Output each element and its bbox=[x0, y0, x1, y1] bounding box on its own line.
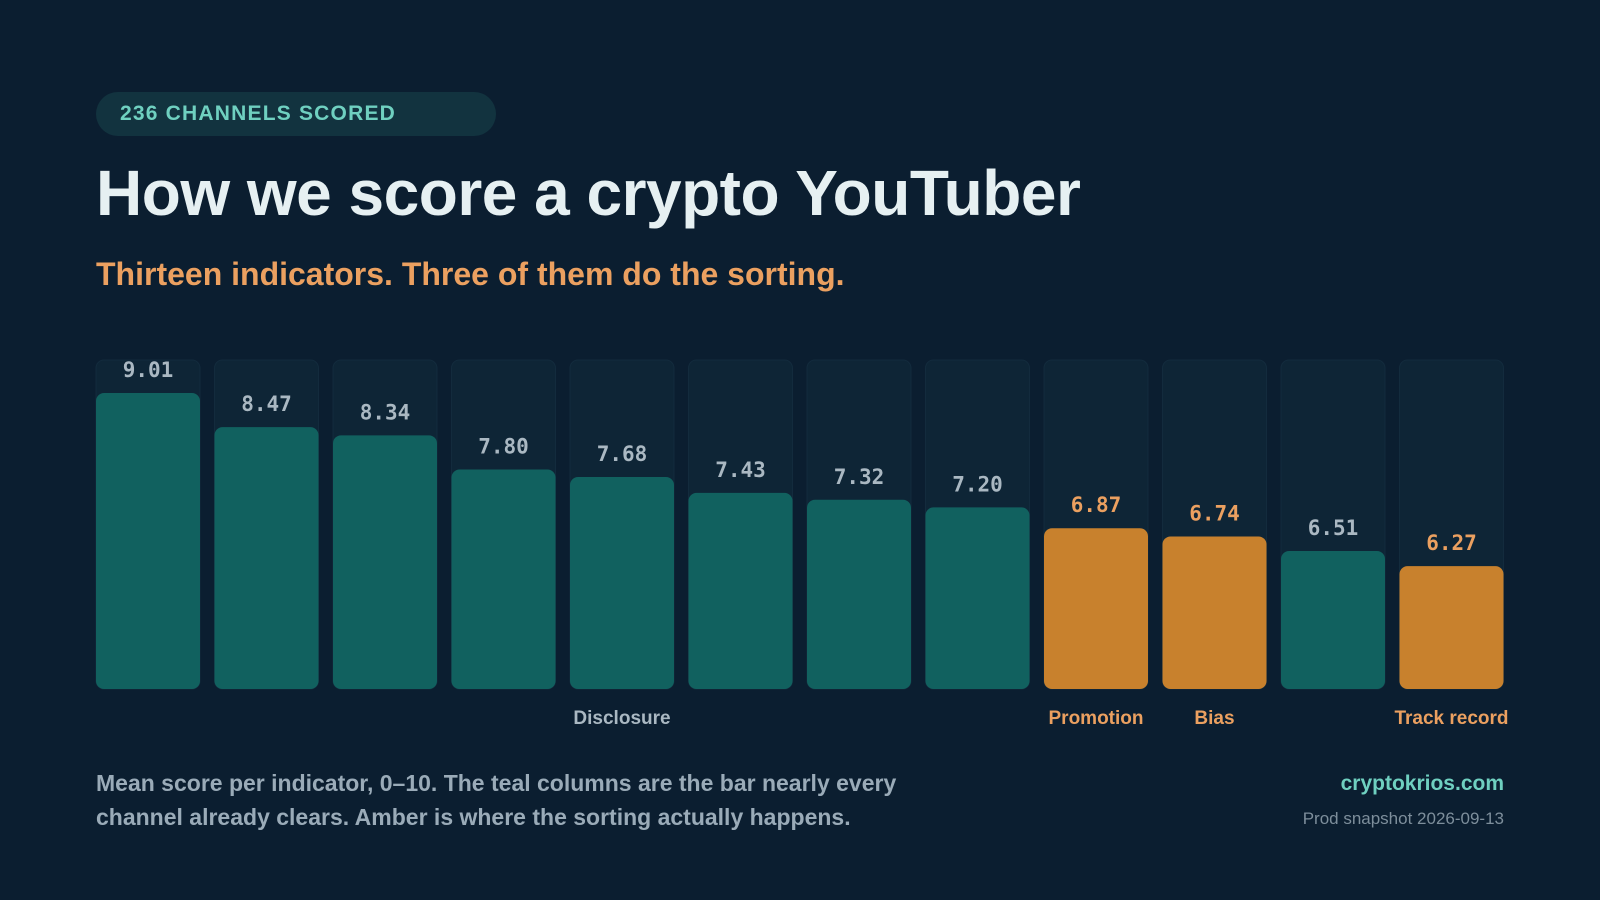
site-link[interactable]: cryptokrios.com bbox=[1340, 772, 1504, 795]
category-label-12: Track record bbox=[1394, 708, 1508, 729]
bar-4 bbox=[451, 469, 556, 689]
page-title: How we score a crypto YouTuber bbox=[96, 157, 1081, 229]
page-subtitle: Thirteen indicators. Three of them do th… bbox=[96, 256, 845, 292]
value-label-12: 6.27 bbox=[1426, 531, 1477, 555]
bar-9 bbox=[1044, 528, 1148, 689]
value-label-9: 6.87 bbox=[1071, 493, 1122, 517]
value-label-3: 8.34 bbox=[360, 400, 411, 424]
channels-scored-badge: 236 CHANNELS SCORED bbox=[96, 92, 496, 136]
indicator-bar-chart: 9.01 8.47 8.34 7.80 7.68 Disclosure 7.43 7.32 7.… bbox=[95, 358, 1509, 729]
bar-2 bbox=[214, 427, 319, 689]
bar-12 bbox=[1399, 566, 1504, 689]
value-label-11: 6.51 bbox=[1308, 516, 1359, 540]
value-label-2: 8.47 bbox=[241, 392, 292, 416]
bar-1 bbox=[96, 393, 200, 689]
bar-11 bbox=[1281, 551, 1385, 689]
value-label-8: 7.20 bbox=[952, 472, 1003, 496]
bar-6 bbox=[688, 492, 793, 689]
value-label-1: 9.01 bbox=[123, 358, 174, 382]
chart-caption: Mean score per indicator, 0–10. The teal… bbox=[96, 770, 897, 830]
category-label-10: Bias bbox=[1194, 708, 1234, 729]
category-label-9: Promotion bbox=[1049, 708, 1144, 729]
value-label-7: 7.32 bbox=[834, 465, 885, 489]
bar-3 bbox=[333, 435, 437, 689]
value-label-6: 7.43 bbox=[715, 458, 766, 482]
value-label-5: 7.68 bbox=[597, 442, 648, 466]
value-label-4: 7.80 bbox=[478, 434, 529, 458]
bar-7 bbox=[807, 499, 911, 689]
bar-8 bbox=[925, 507, 1030, 689]
snapshot-date: Prod snapshot 2026-09-13 bbox=[1302, 809, 1504, 828]
value-label-10: 6.74 bbox=[1189, 501, 1240, 525]
bar-5 bbox=[570, 477, 674, 689]
bar-10 bbox=[1162, 536, 1267, 689]
category-label-5: Disclosure bbox=[573, 708, 670, 729]
